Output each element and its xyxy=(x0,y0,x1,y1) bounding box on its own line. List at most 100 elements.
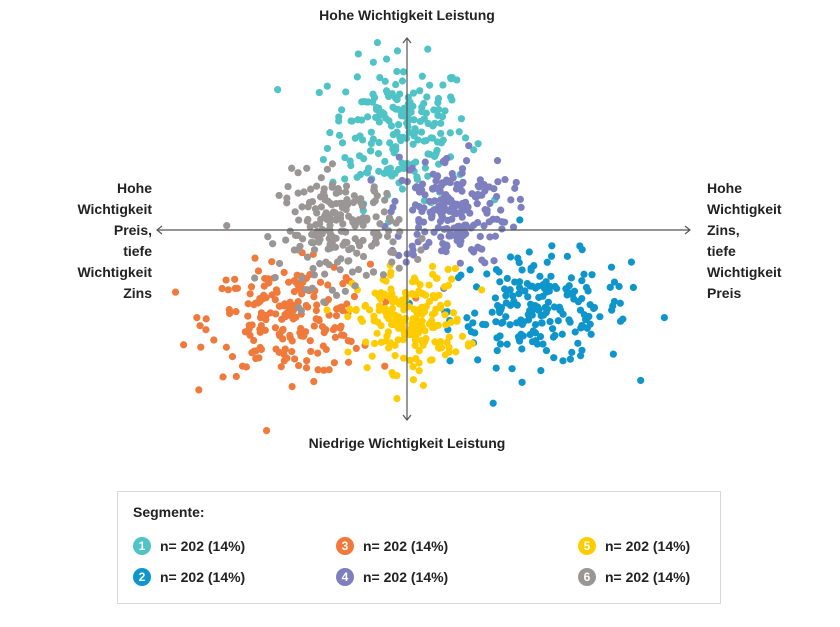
point-segment-6 xyxy=(362,271,370,279)
point-segment-2 xyxy=(493,334,501,342)
point-segment-2 xyxy=(571,328,579,336)
point-segment-6 xyxy=(316,260,324,268)
point-segment-3 xyxy=(324,281,332,289)
point-segment-1 xyxy=(359,136,367,144)
point-segment-2 xyxy=(637,376,645,385)
point-segment-1 xyxy=(369,90,377,98)
point-segment-5 xyxy=(441,351,450,359)
point-segment-1 xyxy=(424,172,432,180)
point-segment-6 xyxy=(359,236,367,245)
point-segment-2 xyxy=(483,270,491,278)
point-segment-2 xyxy=(536,272,544,280)
point-segment-6 xyxy=(294,169,302,177)
point-segment-3 xyxy=(248,321,256,329)
point-segment-4 xyxy=(507,196,515,204)
point-segment-2 xyxy=(629,283,637,292)
point-segment-1 xyxy=(388,90,396,98)
point-segment-5 xyxy=(373,329,381,337)
point-segment-6 xyxy=(288,164,296,172)
point-segment-2 xyxy=(549,333,558,341)
point-segment-2 xyxy=(516,216,524,224)
segment-badge: 1 xyxy=(133,537,151,555)
point-segment-1 xyxy=(381,157,389,166)
point-segment-4 xyxy=(430,206,438,214)
point-segment-3 xyxy=(244,300,252,308)
point-segment-5 xyxy=(344,348,352,356)
point-segment-6 xyxy=(332,216,340,224)
point-segment-2 xyxy=(446,357,454,365)
point-segment-4 xyxy=(411,184,420,192)
point-segment-2 xyxy=(607,263,616,271)
point-segment-2 xyxy=(531,320,540,329)
point-segment-5 xyxy=(425,281,433,289)
point-segment-3 xyxy=(241,328,249,336)
point-segment-1 xyxy=(355,152,364,160)
point-segment-4 xyxy=(395,251,403,260)
point-segment-6 xyxy=(269,240,277,248)
point-segment-1 xyxy=(388,172,396,180)
point-segment-1 xyxy=(393,47,402,55)
point-segment-6 xyxy=(370,186,378,194)
point-segment-5 xyxy=(399,336,407,344)
legend-item-text: n= 202 (14%) xyxy=(605,538,691,554)
point-segment-5 xyxy=(411,336,419,344)
point-segment-4 xyxy=(475,183,483,191)
point-segment-5 xyxy=(437,337,445,346)
point-segment-6 xyxy=(387,248,395,256)
point-segment-6 xyxy=(316,219,324,228)
point-segment-5 xyxy=(428,317,436,325)
point-segment-2 xyxy=(495,306,504,314)
point-segment-2 xyxy=(627,258,636,266)
point-segment-2 xyxy=(578,277,586,285)
point-segment-3 xyxy=(280,357,288,365)
point-segment-3 xyxy=(196,322,204,330)
point-segment-4 xyxy=(494,178,502,186)
point-segment-3 xyxy=(291,355,299,363)
point-segment-1 xyxy=(409,140,417,148)
point-segment-1 xyxy=(394,121,403,129)
point-segment-3 xyxy=(247,283,256,291)
point-segment-6 xyxy=(396,228,404,236)
point-segment-2 xyxy=(515,283,524,292)
point-segment-3 xyxy=(224,286,232,294)
point-segment-3 xyxy=(322,345,330,354)
point-segment-6 xyxy=(310,271,318,279)
point-segment-2 xyxy=(492,265,501,274)
point-segment-5 xyxy=(365,306,374,314)
point-segment-3 xyxy=(202,315,210,323)
point-segment-1 xyxy=(375,167,383,175)
point-segment-6 xyxy=(381,196,389,204)
point-segment-4 xyxy=(509,223,518,231)
point-segment-2 xyxy=(541,285,549,293)
point-segment-1 xyxy=(341,175,349,183)
point-segment-3 xyxy=(266,309,275,317)
point-segment-4 xyxy=(436,187,444,195)
point-segment-2 xyxy=(463,314,471,322)
point-segment-4 xyxy=(440,225,448,233)
point-segment-3 xyxy=(286,331,294,340)
point-segment-6 xyxy=(380,208,388,216)
point-segment-5 xyxy=(431,294,439,302)
point-segment-6 xyxy=(322,258,330,266)
point-segment-2 xyxy=(503,274,511,283)
point-segment-1 xyxy=(382,87,391,95)
point-segment-2 xyxy=(544,298,552,306)
point-segment-6 xyxy=(332,199,340,208)
point-segment-1 xyxy=(396,133,404,141)
point-segment-5 xyxy=(417,336,425,345)
point-segment-6 xyxy=(331,243,340,251)
point-segment-6 xyxy=(335,188,343,196)
point-segment-5 xyxy=(443,299,452,308)
point-segment-3 xyxy=(312,306,320,315)
point-segment-5 xyxy=(374,318,382,326)
point-segment-6 xyxy=(337,227,345,235)
point-segment-2 xyxy=(542,347,551,355)
label-left-line: Wichtigkeit xyxy=(77,264,152,280)
legend-item-1: 1 n= 202 (14%) xyxy=(133,537,245,555)
point-segment-3 xyxy=(310,293,318,301)
point-segment-2 xyxy=(496,340,505,348)
point-segment-5 xyxy=(388,305,397,313)
point-segment-3 xyxy=(329,325,338,334)
point-segment-4 xyxy=(437,233,445,241)
point-segment-4 xyxy=(516,195,524,203)
